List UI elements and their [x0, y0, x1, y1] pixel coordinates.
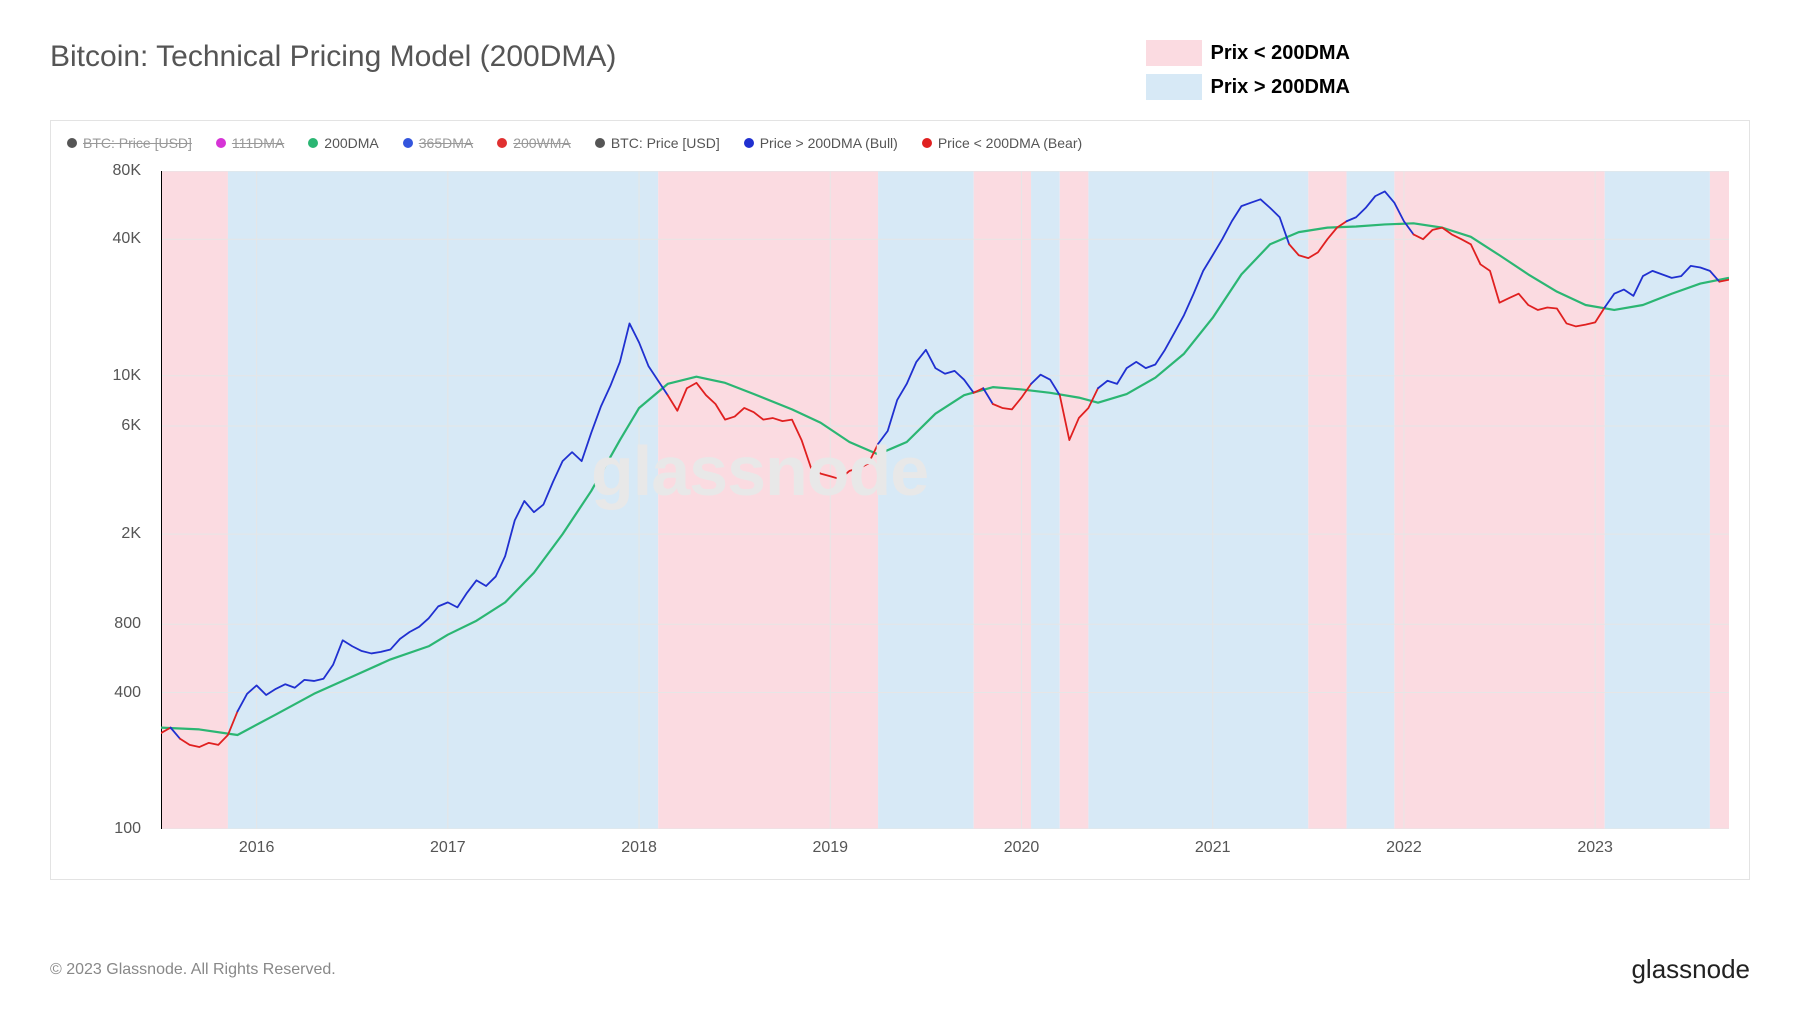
y-tick-label: 6K	[121, 417, 141, 435]
copyright: © 2023 Glassnode. All Rights Reserved.	[50, 961, 336, 979]
x-tick-label: 2016	[239, 839, 275, 857]
y-tick-label: 10K	[113, 367, 141, 385]
legend-label: BTC: Price [USD]	[83, 135, 192, 151]
legend-label: 200WMA	[513, 135, 571, 151]
legend-marker	[922, 138, 932, 148]
x-tick-label: 2022	[1386, 839, 1422, 857]
header-legend: Prix < 200DMA Prix > 200DMA	[1146, 40, 1350, 100]
series-legend-item[interactable]: BTC: Price [USD]	[67, 135, 192, 151]
series-legend-item[interactable]: 365DMA	[403, 135, 473, 151]
legend-label: Price > 200DMA (Bull)	[760, 135, 898, 151]
legend-label: Prix > 200DMA	[1210, 76, 1350, 99]
series-legend-item[interactable]: Price > 200DMA (Bull)	[744, 135, 898, 151]
legend-label: 200DMA	[324, 135, 378, 151]
chart-title: Bitcoin: Technical Pricing Model (200DMA…	[50, 40, 1146, 74]
y-axis: 1004008002K6K10K40K80K	[51, 171, 151, 829]
y-tick-label: 40K	[113, 230, 141, 248]
y-tick-label: 100	[114, 820, 141, 838]
header-legend-item: Prix > 200DMA	[1146, 74, 1350, 100]
x-tick-label: 2020	[1004, 839, 1040, 857]
y-tick-label: 2K	[121, 525, 141, 543]
legend-label: Price < 200DMA (Bear)	[938, 135, 1082, 151]
legend-marker	[595, 138, 605, 148]
legend-label: 365DMA	[419, 135, 473, 151]
x-tick-label: 2019	[812, 839, 848, 857]
legend-marker	[744, 138, 754, 148]
legend-label: 111DMA	[232, 135, 284, 151]
x-tick-label: 2017	[430, 839, 466, 857]
x-tick-label: 2023	[1577, 839, 1613, 857]
x-tick-label: 2018	[621, 839, 657, 857]
legend-marker	[216, 138, 226, 148]
plot-area: glassnode	[161, 171, 1729, 829]
header-legend-item: Prix < 200DMA	[1146, 40, 1350, 66]
chart-container: BTC: Price [USD] 111DMA 200DMA 365DMA 200WMA…	[50, 120, 1750, 880]
series-legend: BTC: Price [USD] 111DMA 200DMA 365DMA 200WMA…	[51, 121, 1749, 165]
series-legend-item[interactable]: Price < 200DMA (Bear)	[922, 135, 1082, 151]
legend-marker	[497, 138, 507, 148]
footer: © 2023 Glassnode. All Rights Reserved. g…	[50, 954, 1750, 985]
brand-logo: glassnode	[1631, 954, 1750, 985]
y-tick-label: 800	[114, 615, 141, 633]
legend-swatch	[1146, 74, 1202, 100]
legend-label: BTC: Price [USD]	[611, 135, 720, 151]
legend-marker	[67, 138, 77, 148]
x-tick-label: 2021	[1195, 839, 1231, 857]
legend-label: Prix < 200DMA	[1210, 42, 1350, 65]
x-axis: 2016 2017 2018 2019 2020 2021 2022 2023	[161, 839, 1729, 869]
series-legend-item[interactable]: 200DMA	[308, 135, 378, 151]
y-tick-label: 400	[114, 684, 141, 702]
series-legend-item[interactable]: BTC: Price [USD]	[595, 135, 720, 151]
y-tick-label: 80K	[113, 162, 141, 180]
series-legend-item[interactable]: 111DMA	[216, 135, 284, 151]
legend-marker	[403, 138, 413, 148]
legend-marker	[308, 138, 318, 148]
series-legend-item[interactable]: 200WMA	[497, 135, 571, 151]
legend-swatch	[1146, 40, 1202, 66]
